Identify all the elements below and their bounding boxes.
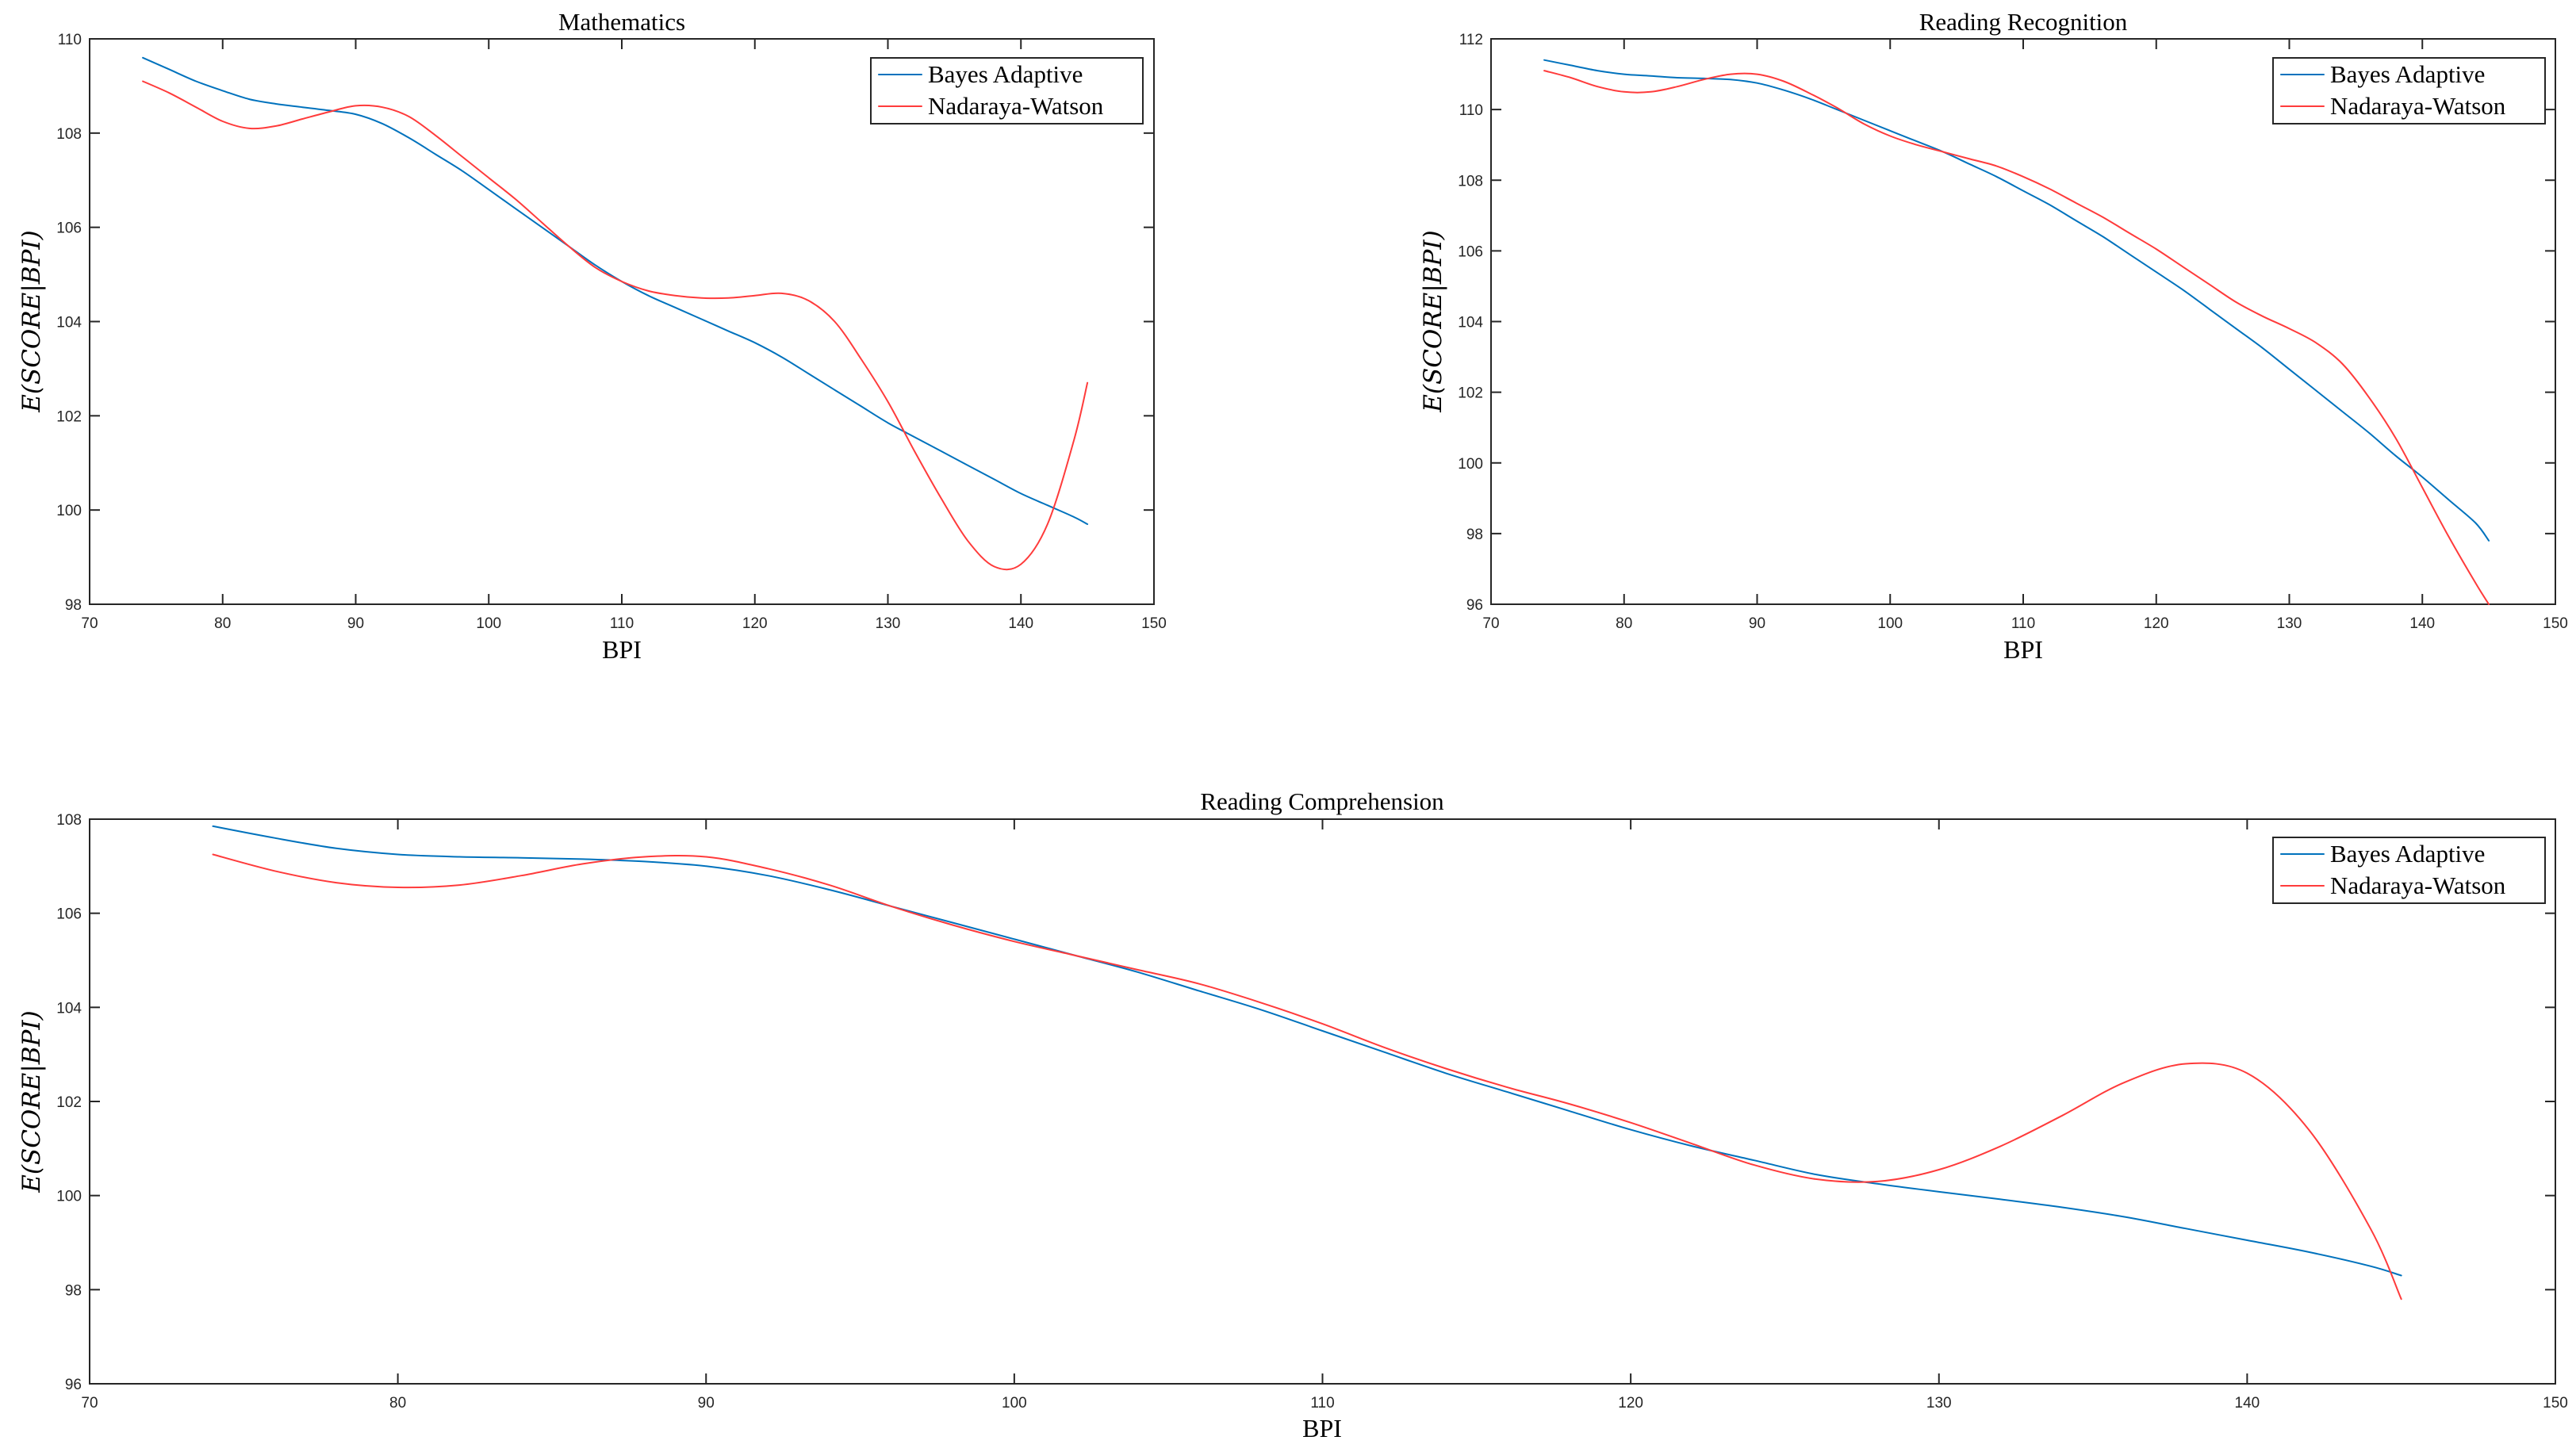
- tick-layer: 70 80 90 100 110 120 130 140 150 96 98 100 102 104 106…: [56, 812, 2568, 1412]
- x-tick-label: 120: [1618, 1395, 1643, 1412]
- y-tick-label: 110: [1459, 102, 1483, 119]
- legend-box: [2272, 837, 2546, 904]
- y-tick-label: 98: [1466, 527, 1483, 543]
- series-line-nadaraya-watson: [212, 853, 2402, 1301]
- chart-reading-recognition: 70 80 90 100 110 120 130 140 150 96 98 100 102 104 106…: [1419, 8, 2568, 664]
- tick-layer: 70 80 90 100 110 120 130 140 150 98 100 102 104 106 10…: [56, 32, 1167, 632]
- legend-label-nadaraya-watson: Nadaraya-Watson: [2330, 92, 2506, 120]
- legend-label-nadaraya-watson: Nadaraya-Watson: [2330, 871, 2506, 899]
- y-tick-label: 98: [65, 1282, 82, 1299]
- x-tick-label: 70: [81, 1395, 98, 1412]
- y-tick-label: 102: [1458, 385, 1483, 402]
- y-tick-label: 106: [1458, 243, 1483, 260]
- y-tick-label: 100: [1458, 456, 1483, 473]
- x-tick-label: 130: [2277, 615, 2302, 632]
- chart-title: Reading Comprehension: [1200, 787, 1444, 815]
- series-line-bayes-adaptive: [1543, 59, 2490, 542]
- x-tick-label: 140: [1008, 615, 1033, 632]
- legend-label-nadaraya-watson: Nadaraya-Watson: [928, 92, 1104, 120]
- x-tick-label: 90: [698, 1395, 715, 1412]
- y-tick-label: 102: [56, 408, 82, 425]
- series-line-bayes-adaptive: [212, 825, 2402, 1277]
- y-tick-label: 98: [65, 597, 82, 614]
- series-line-nadaraya-watson: [142, 80, 1089, 571]
- x-tick-label: 130: [1926, 1395, 1952, 1412]
- series-line-nadaraya-watson: [1543, 70, 2490, 605]
- x-tick-label: 90: [347, 615, 364, 632]
- x-tick-label: 100: [1877, 615, 1903, 632]
- x-tick-label: 120: [2144, 615, 2169, 632]
- x-tick-label: 150: [2543, 1395, 2568, 1412]
- series-layer: [1543, 59, 2490, 605]
- y-tick-label: 96: [1466, 597, 1483, 614]
- series-layer: [142, 56, 1089, 571]
- y-axis-label: E(SCORE|BPI): [17, 1010, 46, 1193]
- x-axis-label: BPI: [2003, 635, 2043, 664]
- y-tick-label: 106: [56, 906, 82, 923]
- legend-label-bayes-adaptive: Bayes Adaptive: [928, 60, 1083, 88]
- x-tick-label: 100: [476, 615, 501, 632]
- legend: Bayes Adaptive Nadaraya-Watson: [2272, 57, 2546, 124]
- x-tick-label: 110: [1310, 1395, 1334, 1412]
- x-tick-label: 130: [876, 615, 901, 632]
- y-tick-label: 104: [56, 315, 82, 331]
- legend-label-bayes-adaptive: Bayes Adaptive: [2330, 60, 2485, 88]
- legend: Bayes Adaptive Nadaraya-Watson: [870, 57, 1144, 124]
- x-axis-label: BPI: [602, 635, 642, 664]
- y-tick-label: 100: [56, 503, 82, 519]
- legend: Bayes Adaptive Nadaraya-Watson: [2272, 837, 2546, 904]
- x-tick-label: 150: [2543, 615, 2568, 632]
- y-tick-label: 96: [65, 1377, 82, 1393]
- x-tick-label: 140: [2235, 1395, 2260, 1412]
- y-tick-label: 108: [56, 812, 82, 829]
- y-tick-label: 108: [56, 126, 82, 143]
- x-tick-label: 70: [81, 615, 98, 632]
- legend-box: [870, 57, 1144, 124]
- x-tick-label: 120: [742, 615, 768, 632]
- chart-reading-comprehension: 70 80 90 100 110 120 130 140 150 96 98 100 102 104 106…: [17, 787, 2568, 1442]
- x-tick-label: 110: [610, 615, 634, 632]
- x-tick-label: 110: [2011, 615, 2035, 632]
- x-tick-label: 90: [1749, 615, 1765, 632]
- y-axis-label: E(SCORE|BPI): [1419, 230, 1447, 413]
- x-tick-label: 80: [1616, 615, 1632, 632]
- x-tick-label: 100: [1002, 1395, 1027, 1412]
- x-tick-label: 140: [2409, 615, 2435, 632]
- y-tick-label: 106: [56, 220, 82, 237]
- x-tick-label: 70: [1482, 615, 1499, 632]
- y-tick-label: 112: [1459, 32, 1483, 48]
- chart-title: Mathematics: [558, 8, 685, 36]
- y-tick-label: 102: [56, 1094, 82, 1111]
- y-tick-label: 108: [1458, 173, 1483, 190]
- y-tick-label: 110: [58, 32, 82, 48]
- y-axis-label: E(SCORE|BPI): [17, 230, 46, 413]
- series-layer: [212, 825, 2402, 1301]
- x-tick-label: 80: [214, 615, 231, 632]
- y-tick-label: 100: [56, 1189, 82, 1205]
- y-tick-label: 104: [1458, 315, 1483, 331]
- x-axis-label: BPI: [1302, 1414, 1342, 1442]
- tick-layer: 70 80 90 100 110 120 130 140 150 96 98 100 102 104 106…: [1458, 32, 2568, 632]
- chart-mathematics: 70 80 90 100 110 120 130 140 150 98 100 102 104 106 10…: [17, 8, 1167, 664]
- legend-box: [2272, 57, 2546, 124]
- chart-title: Reading Recognition: [1919, 8, 2128, 36]
- x-tick-label: 80: [389, 1395, 406, 1412]
- y-tick-label: 104: [56, 1000, 82, 1017]
- x-tick-label: 150: [1141, 615, 1167, 632]
- legend-label-bayes-adaptive: Bayes Adaptive: [2330, 840, 2485, 868]
